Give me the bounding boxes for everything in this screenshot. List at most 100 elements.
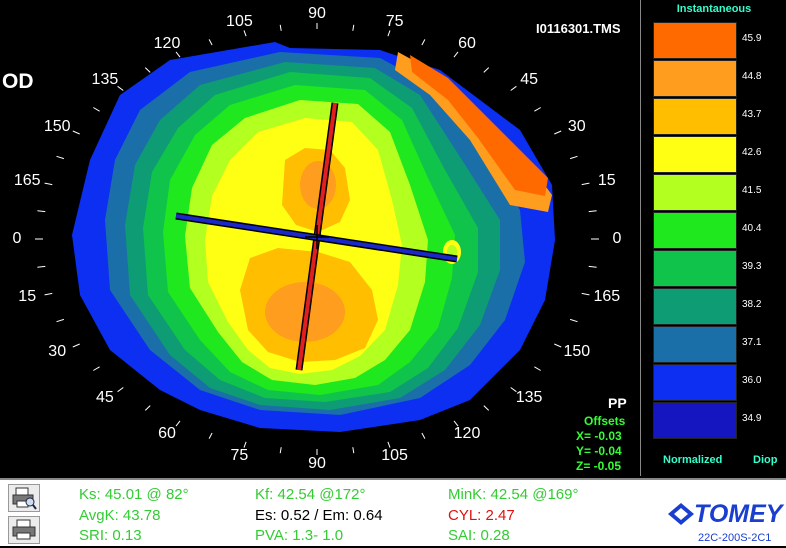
legend-row: 38.2 xyxy=(653,288,781,326)
normalized-label[interactable]: Normalized xyxy=(663,454,723,466)
angle-tick xyxy=(56,318,65,323)
pp-label: PP xyxy=(608,395,627,411)
angle-tick xyxy=(37,210,46,213)
legend-swatch xyxy=(653,22,737,59)
pva-value: PVA: 1.3- 1.0 xyxy=(255,527,344,544)
angle-tick xyxy=(483,67,490,73)
legend-row: 40.4 xyxy=(653,212,781,250)
angle-tick xyxy=(554,343,562,348)
angle-tick xyxy=(581,292,590,296)
legend-swatch xyxy=(653,174,737,211)
angle-tick xyxy=(208,39,213,46)
print-button[interactable] xyxy=(8,516,40,544)
legend-swatch xyxy=(653,250,737,287)
angle-label: 30 xyxy=(567,117,586,135)
legend-row: 45.9 xyxy=(653,22,781,60)
offsets-panel: Offsets X= -0.03 Y= -0.04 Z= -0.05 xyxy=(576,414,625,474)
unit-label: Diop xyxy=(753,454,778,466)
angle-tick xyxy=(569,318,578,323)
angle-label: 105 xyxy=(226,12,253,30)
angle-tick xyxy=(72,130,80,135)
legend-swatch xyxy=(653,136,737,173)
offsets-title: Offsets xyxy=(584,414,626,428)
legend-value: 39.3 xyxy=(742,261,762,272)
angle-tick xyxy=(421,432,426,439)
angle-label: 60 xyxy=(458,35,476,53)
angle-tick xyxy=(352,447,355,454)
angle-tick xyxy=(144,405,151,411)
angle-label: 15 xyxy=(597,171,616,189)
angle-tick xyxy=(510,85,517,91)
legend-row: 39.3 xyxy=(653,250,781,288)
legend-swatch xyxy=(653,326,737,363)
map-region-44-upper xyxy=(300,161,336,209)
angle-label: 120 xyxy=(453,424,481,442)
angle-label: 165 xyxy=(593,288,621,306)
legend-row: 41.5 xyxy=(653,174,781,212)
angle-label: 75 xyxy=(385,12,404,30)
legend-swatch xyxy=(653,402,737,439)
legend-title: Instantaneous xyxy=(676,3,752,15)
angle-tick xyxy=(453,420,459,427)
angle-label: 135 xyxy=(515,389,543,407)
angle-ticks xyxy=(35,23,599,455)
legend-value: 36.0 xyxy=(742,375,762,386)
legend-row: 37.1 xyxy=(653,326,781,364)
angle-tick xyxy=(117,387,124,393)
angle-tick xyxy=(534,366,541,371)
angle-tick xyxy=(279,447,282,454)
sai-value: SAI: 0.28 xyxy=(448,527,510,544)
measurements-bar: Ks: 45.01 @ 82° Kf: 42.54 @172° MinK: 42… xyxy=(0,478,786,546)
angle-label: 45 xyxy=(95,389,114,407)
angle-label: 75 xyxy=(230,447,249,465)
ks-value: Ks: 45.01 @ 82° xyxy=(79,486,189,503)
legend-swatch xyxy=(653,98,737,135)
angle-tick xyxy=(421,39,426,46)
angle-tick xyxy=(44,292,53,296)
print-preview-icon xyxy=(12,487,37,510)
legend-row: 36.0 xyxy=(653,364,781,402)
legend-row: 34.9 xyxy=(653,402,781,440)
angle-tick xyxy=(534,107,541,112)
angle-label: 45 xyxy=(520,70,538,88)
color-scale-legend: Instantaneous 45.9 44.8 43.7 42.6 41.5 40.4 39… xyxy=(640,0,786,476)
angle-tick xyxy=(588,265,597,268)
angle-label: 15 xyxy=(18,288,37,306)
angle-label: 0 xyxy=(12,230,22,247)
avgk-value: AvgK: 43.78 xyxy=(79,507,161,524)
legend-row: 43.7 xyxy=(653,98,781,136)
angle-label: 135 xyxy=(91,70,119,88)
angle-tick xyxy=(569,155,578,160)
angle-label: 90 xyxy=(308,455,326,472)
angle-tick xyxy=(279,24,282,31)
legend-value: 34.9 xyxy=(742,413,762,424)
topography-view: 90 75 60 45 30 15 0 165 150 135 120 105 90 75 60 45 30 15… xyxy=(2,5,627,474)
legend-value: 43.7 xyxy=(742,109,762,120)
angle-tick xyxy=(243,30,247,37)
offset-z: Z= -0.05 xyxy=(576,459,622,473)
print-preview-button[interactable] xyxy=(8,484,40,512)
legend-swatch xyxy=(653,212,737,249)
angle-tick xyxy=(208,432,213,439)
angle-tick xyxy=(510,387,517,393)
filename-label: I0116301.TMS xyxy=(536,21,621,36)
mink-value: MinK: 42.54 @169° xyxy=(448,486,579,503)
angle-label: 60 xyxy=(158,424,176,442)
tomey-logo: TOMEY xyxy=(668,500,782,529)
cyl-value: CYL: 2.47 xyxy=(448,507,515,524)
offset-x: X= -0.03 xyxy=(576,429,622,443)
angle-tick xyxy=(387,441,391,448)
legend-row: 42.6 xyxy=(653,136,781,174)
map-region-45-edge xyxy=(410,55,548,196)
angle-label: 105 xyxy=(381,447,408,465)
angle-tick xyxy=(93,366,100,371)
angle-label: 30 xyxy=(48,342,67,360)
legend-swatch xyxy=(653,288,737,325)
legend-value: 37.1 xyxy=(742,337,762,348)
angle-tick xyxy=(117,85,124,91)
eye-label: OD xyxy=(2,70,34,93)
legend-value: 44.8 xyxy=(742,71,762,82)
es-em-value: Es: 0.52 / Em: 0.64 xyxy=(255,507,383,524)
kf-value: Kf: 42.54 @172° xyxy=(255,486,366,503)
angle-tick xyxy=(588,210,597,213)
